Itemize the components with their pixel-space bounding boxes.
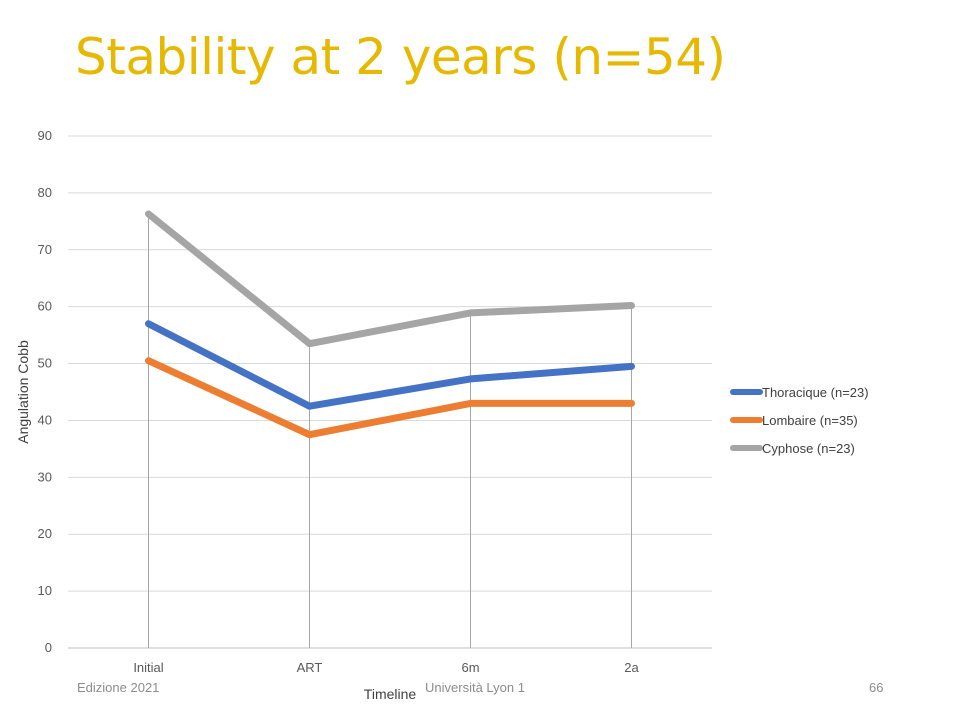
y-tick-label: 40 bbox=[38, 412, 52, 427]
legend-label: Thoracique (n=23) bbox=[762, 385, 869, 400]
x-tick-label: 2a bbox=[624, 660, 639, 675]
y-axis-title: Angulation Cobb bbox=[15, 340, 31, 444]
y-tick-label: 80 bbox=[38, 185, 52, 200]
legend-label: Cyphose (n=23) bbox=[762, 441, 855, 456]
y-tick-label: 70 bbox=[38, 242, 52, 257]
footer-edition: Edizione 2021 bbox=[77, 680, 160, 695]
page-number: 66 bbox=[869, 680, 884, 695]
x-tick-label: Initial bbox=[133, 660, 163, 675]
y-tick-label: 0 bbox=[45, 640, 52, 655]
series-line bbox=[145, 357, 635, 439]
x-axis-tick-labels: Initial ART 6m 2a bbox=[133, 660, 639, 675]
x-tick-label: ART bbox=[297, 660, 323, 675]
series-line bbox=[145, 210, 635, 348]
y-tick-label: 10 bbox=[38, 583, 52, 598]
footer-institution: Università Lyon 1 bbox=[425, 680, 525, 695]
y-tick-label: 90 bbox=[38, 128, 52, 143]
y-tick-label: 30 bbox=[38, 469, 52, 484]
series-line bbox=[145, 320, 635, 410]
series-lines bbox=[145, 210, 635, 439]
y-tick-label: 50 bbox=[38, 356, 52, 371]
y-tick-label: 20 bbox=[38, 526, 52, 541]
legend: Thoracique (n=23) Lombaire (n=35) Cyphose … bbox=[730, 385, 869, 456]
x-tick-label: 6m bbox=[461, 660, 479, 675]
legend-label: Lombaire (n=35) bbox=[762, 413, 858, 428]
y-axis-tick-labels: 0 10 20 30 40 50 60 70 80 90 bbox=[38, 128, 52, 655]
slide-title: Stability at 2 years (n=54) bbox=[75, 28, 726, 86]
y-tick-label: 60 bbox=[38, 299, 52, 314]
x-axis-title: Timeline bbox=[364, 686, 417, 702]
category-drop-lines bbox=[148, 213, 632, 648]
